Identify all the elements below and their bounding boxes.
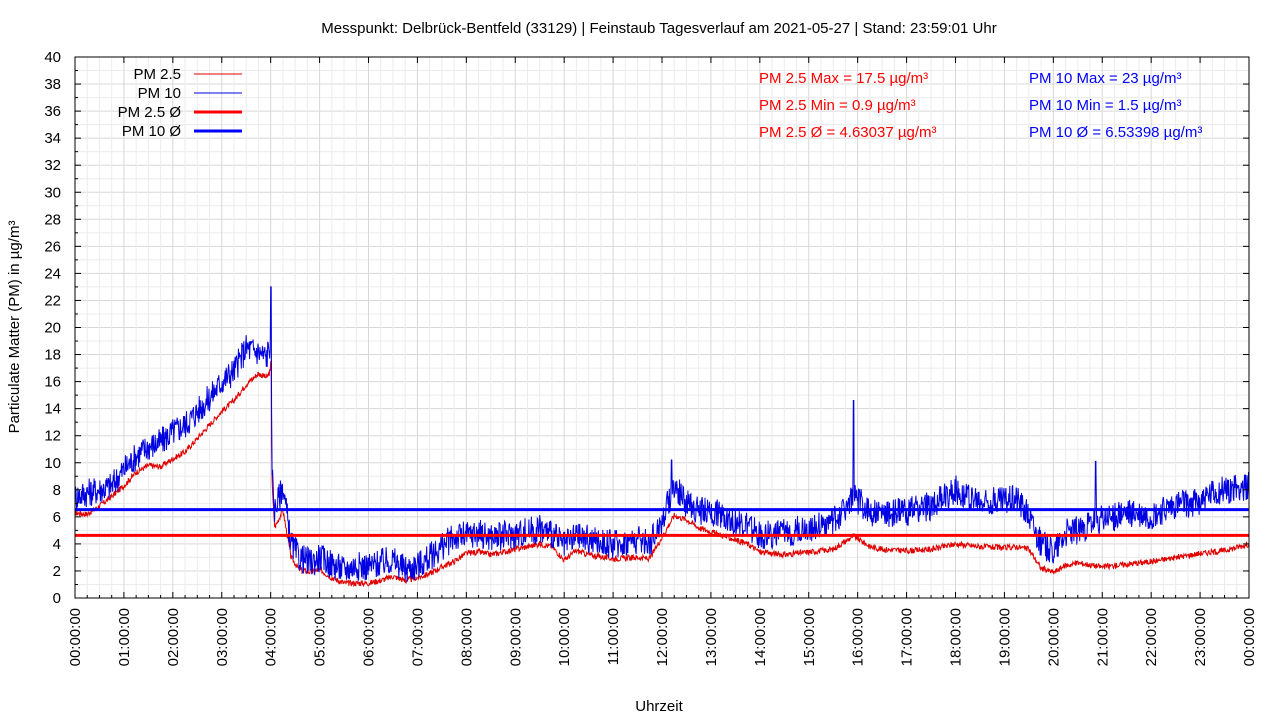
- x-tick-label: 01:00:00: [116, 608, 133, 666]
- y-tick-label: 34: [44, 130, 61, 147]
- x-tick-label: 08:00:00: [458, 608, 475, 666]
- x-tick-label: 17:00:00: [899, 608, 916, 666]
- x-tick-label: 04:00:00: [263, 608, 280, 666]
- x-axis-label: Uhrzeit: [635, 698, 683, 715]
- y-tick-label: 20: [44, 320, 61, 337]
- y-tick-label: 18: [44, 347, 61, 364]
- series-line-pm-2-5: [74, 360, 1250, 588]
- x-tick-label: 15:00:00: [801, 608, 818, 666]
- stat-annotation: PM 2.5 Min = 0.9 µg/m³: [759, 97, 916, 114]
- x-tick-label: 22:00:00: [1143, 608, 1160, 666]
- grid: [74, 56, 1250, 599]
- x-tick-label: 03:00:00: [214, 608, 231, 666]
- x-tick-label: 07:00:00: [409, 608, 426, 666]
- series-line-pm-10: [74, 286, 1250, 583]
- stat-annotation: PM 10 Ø = 6.53398 µg/m³: [1029, 124, 1202, 141]
- x-tick-label: 18:00:00: [948, 608, 965, 666]
- legend-label: PM 2.5: [133, 66, 181, 83]
- x-tick-label: 16:00:00: [850, 608, 867, 666]
- x-tick-label: 23:00:00: [1192, 608, 1209, 666]
- x-tick-label: 00:00:00: [1241, 608, 1258, 666]
- y-tick-label: 38: [44, 76, 61, 93]
- chart-title: Messpunkt: Delbrück-Bentfeld (33129) | F…: [321, 20, 996, 37]
- y-tick-label: 22: [44, 292, 61, 309]
- y-tick-label: 26: [44, 238, 61, 255]
- y-tick-label: 0: [53, 590, 61, 607]
- y-tick-label: 6: [53, 509, 61, 526]
- y-tick-label: 16: [44, 374, 61, 391]
- stat-annotation: PM 2.5 Ø = 4.63037 µg/m³: [759, 124, 936, 141]
- stat-annotation: PM 10 Max = 23 µg/m³: [1029, 70, 1181, 87]
- legend: PM 2.5 PM 10 PM 2.5 Ø PM 10 Ø: [118, 66, 242, 140]
- legend-label: PM 2.5 Ø: [118, 104, 182, 121]
- x-tick-label: 14:00:00: [752, 608, 769, 666]
- y-axis-label: Particulate Matter (PM) in µg/m³: [6, 221, 23, 434]
- x-tick-label: 02:00:00: [165, 608, 182, 666]
- y-tick-label: 2: [53, 563, 61, 580]
- y-tick-label: 36: [44, 103, 61, 120]
- x-tick-label: 00:00:00: [67, 608, 84, 666]
- series-layer: [74, 286, 1250, 588]
- legend-label: PM 10 Ø: [122, 123, 182, 140]
- axis-layer: 024681012141618202224262830323436384000:…: [44, 49, 1258, 666]
- y-tick-label: 32: [44, 157, 61, 174]
- legend-label: PM 10: [138, 85, 181, 102]
- y-tick-label: 40: [44, 49, 61, 66]
- x-tick-label: 13:00:00: [703, 608, 720, 666]
- x-tick-label: 20:00:00: [1045, 608, 1062, 666]
- x-tick-label: 10:00:00: [556, 608, 573, 666]
- x-tick-label: 12:00:00: [654, 608, 671, 666]
- x-tick-label: 11:00:00: [605, 608, 622, 665]
- annotations: PM 2.5 Max = 17.5 µg/m³ PM 2.5 Min = 0.9 …: [759, 70, 1202, 141]
- x-tick-label: 06:00:00: [361, 608, 378, 666]
- y-tick-label: 8: [53, 482, 61, 499]
- x-tick-label: 19:00:00: [996, 608, 1013, 666]
- stat-annotation: PM 10 Min = 1.5 µg/m³: [1029, 97, 1181, 114]
- y-tick-label: 14: [44, 401, 61, 418]
- x-tick-label: 05:00:00: [312, 608, 329, 666]
- y-tick-label: 28: [44, 211, 61, 228]
- y-tick-label: 24: [44, 265, 61, 282]
- y-tick-label: 12: [44, 428, 61, 445]
- y-tick-label: 10: [44, 455, 61, 472]
- x-tick-label: 09:00:00: [507, 608, 524, 666]
- y-tick-label: 30: [44, 184, 61, 201]
- stat-annotation: PM 2.5 Max = 17.5 µg/m³: [759, 70, 928, 87]
- x-tick-label: 21:00:00: [1094, 608, 1111, 666]
- y-tick-label: 4: [53, 536, 61, 553]
